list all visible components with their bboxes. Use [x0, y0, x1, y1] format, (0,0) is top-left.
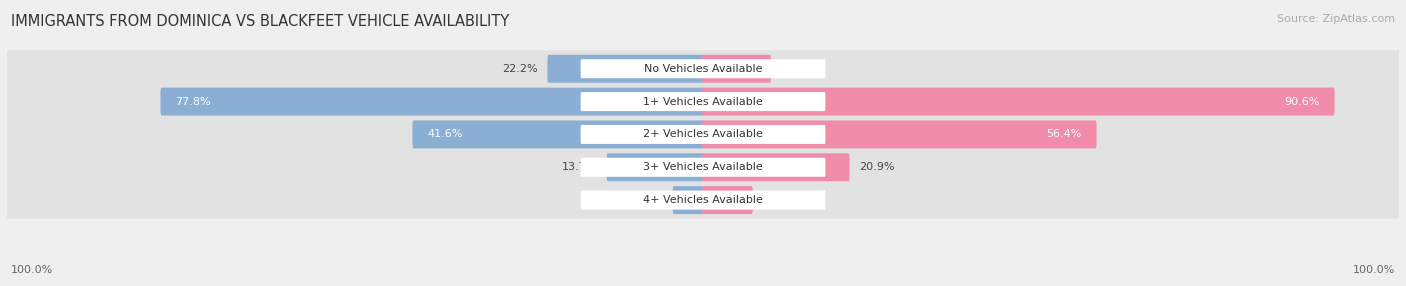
FancyBboxPatch shape — [6, 149, 1400, 186]
Text: 41.6%: 41.6% — [427, 130, 463, 139]
Text: 22.2%: 22.2% — [502, 64, 538, 74]
Text: 2+ Vehicles Available: 2+ Vehicles Available — [643, 130, 763, 139]
Text: 3+ Vehicles Available: 3+ Vehicles Available — [643, 162, 763, 172]
FancyBboxPatch shape — [702, 55, 770, 83]
FancyBboxPatch shape — [672, 186, 704, 214]
Text: 100.0%: 100.0% — [11, 265, 53, 275]
Text: 56.4%: 56.4% — [1046, 130, 1081, 139]
Text: 7.0%: 7.0% — [762, 195, 790, 205]
Text: 77.8%: 77.8% — [176, 97, 211, 107]
FancyBboxPatch shape — [581, 92, 825, 111]
FancyBboxPatch shape — [702, 120, 1097, 148]
Text: IMMIGRANTS FROM DOMINICA VS BLACKFEET VEHICLE AVAILABILITY: IMMIGRANTS FROM DOMINICA VS BLACKFEET VE… — [11, 14, 509, 29]
FancyBboxPatch shape — [581, 125, 825, 144]
Text: 4+ Vehicles Available: 4+ Vehicles Available — [643, 195, 763, 205]
FancyBboxPatch shape — [6, 182, 1400, 219]
Text: Source: ZipAtlas.com: Source: ZipAtlas.com — [1277, 14, 1395, 24]
FancyBboxPatch shape — [702, 186, 752, 214]
Text: 100.0%: 100.0% — [1353, 265, 1395, 275]
FancyBboxPatch shape — [702, 153, 849, 181]
Text: No Vehicles Available: No Vehicles Available — [644, 64, 762, 74]
Text: 9.6%: 9.6% — [780, 64, 808, 74]
FancyBboxPatch shape — [702, 88, 1334, 116]
FancyBboxPatch shape — [6, 83, 1400, 120]
Text: 13.7%: 13.7% — [562, 162, 598, 172]
FancyBboxPatch shape — [6, 116, 1400, 153]
FancyBboxPatch shape — [547, 55, 704, 83]
FancyBboxPatch shape — [581, 190, 825, 210]
Text: 1+ Vehicles Available: 1+ Vehicles Available — [643, 97, 763, 107]
Text: 20.9%: 20.9% — [859, 162, 894, 172]
FancyBboxPatch shape — [581, 158, 825, 177]
FancyBboxPatch shape — [581, 59, 825, 78]
FancyBboxPatch shape — [160, 88, 704, 116]
FancyBboxPatch shape — [606, 153, 704, 181]
Text: 4.2%: 4.2% — [636, 195, 664, 205]
FancyBboxPatch shape — [6, 50, 1400, 87]
FancyBboxPatch shape — [412, 120, 704, 148]
Text: 90.6%: 90.6% — [1284, 97, 1320, 107]
